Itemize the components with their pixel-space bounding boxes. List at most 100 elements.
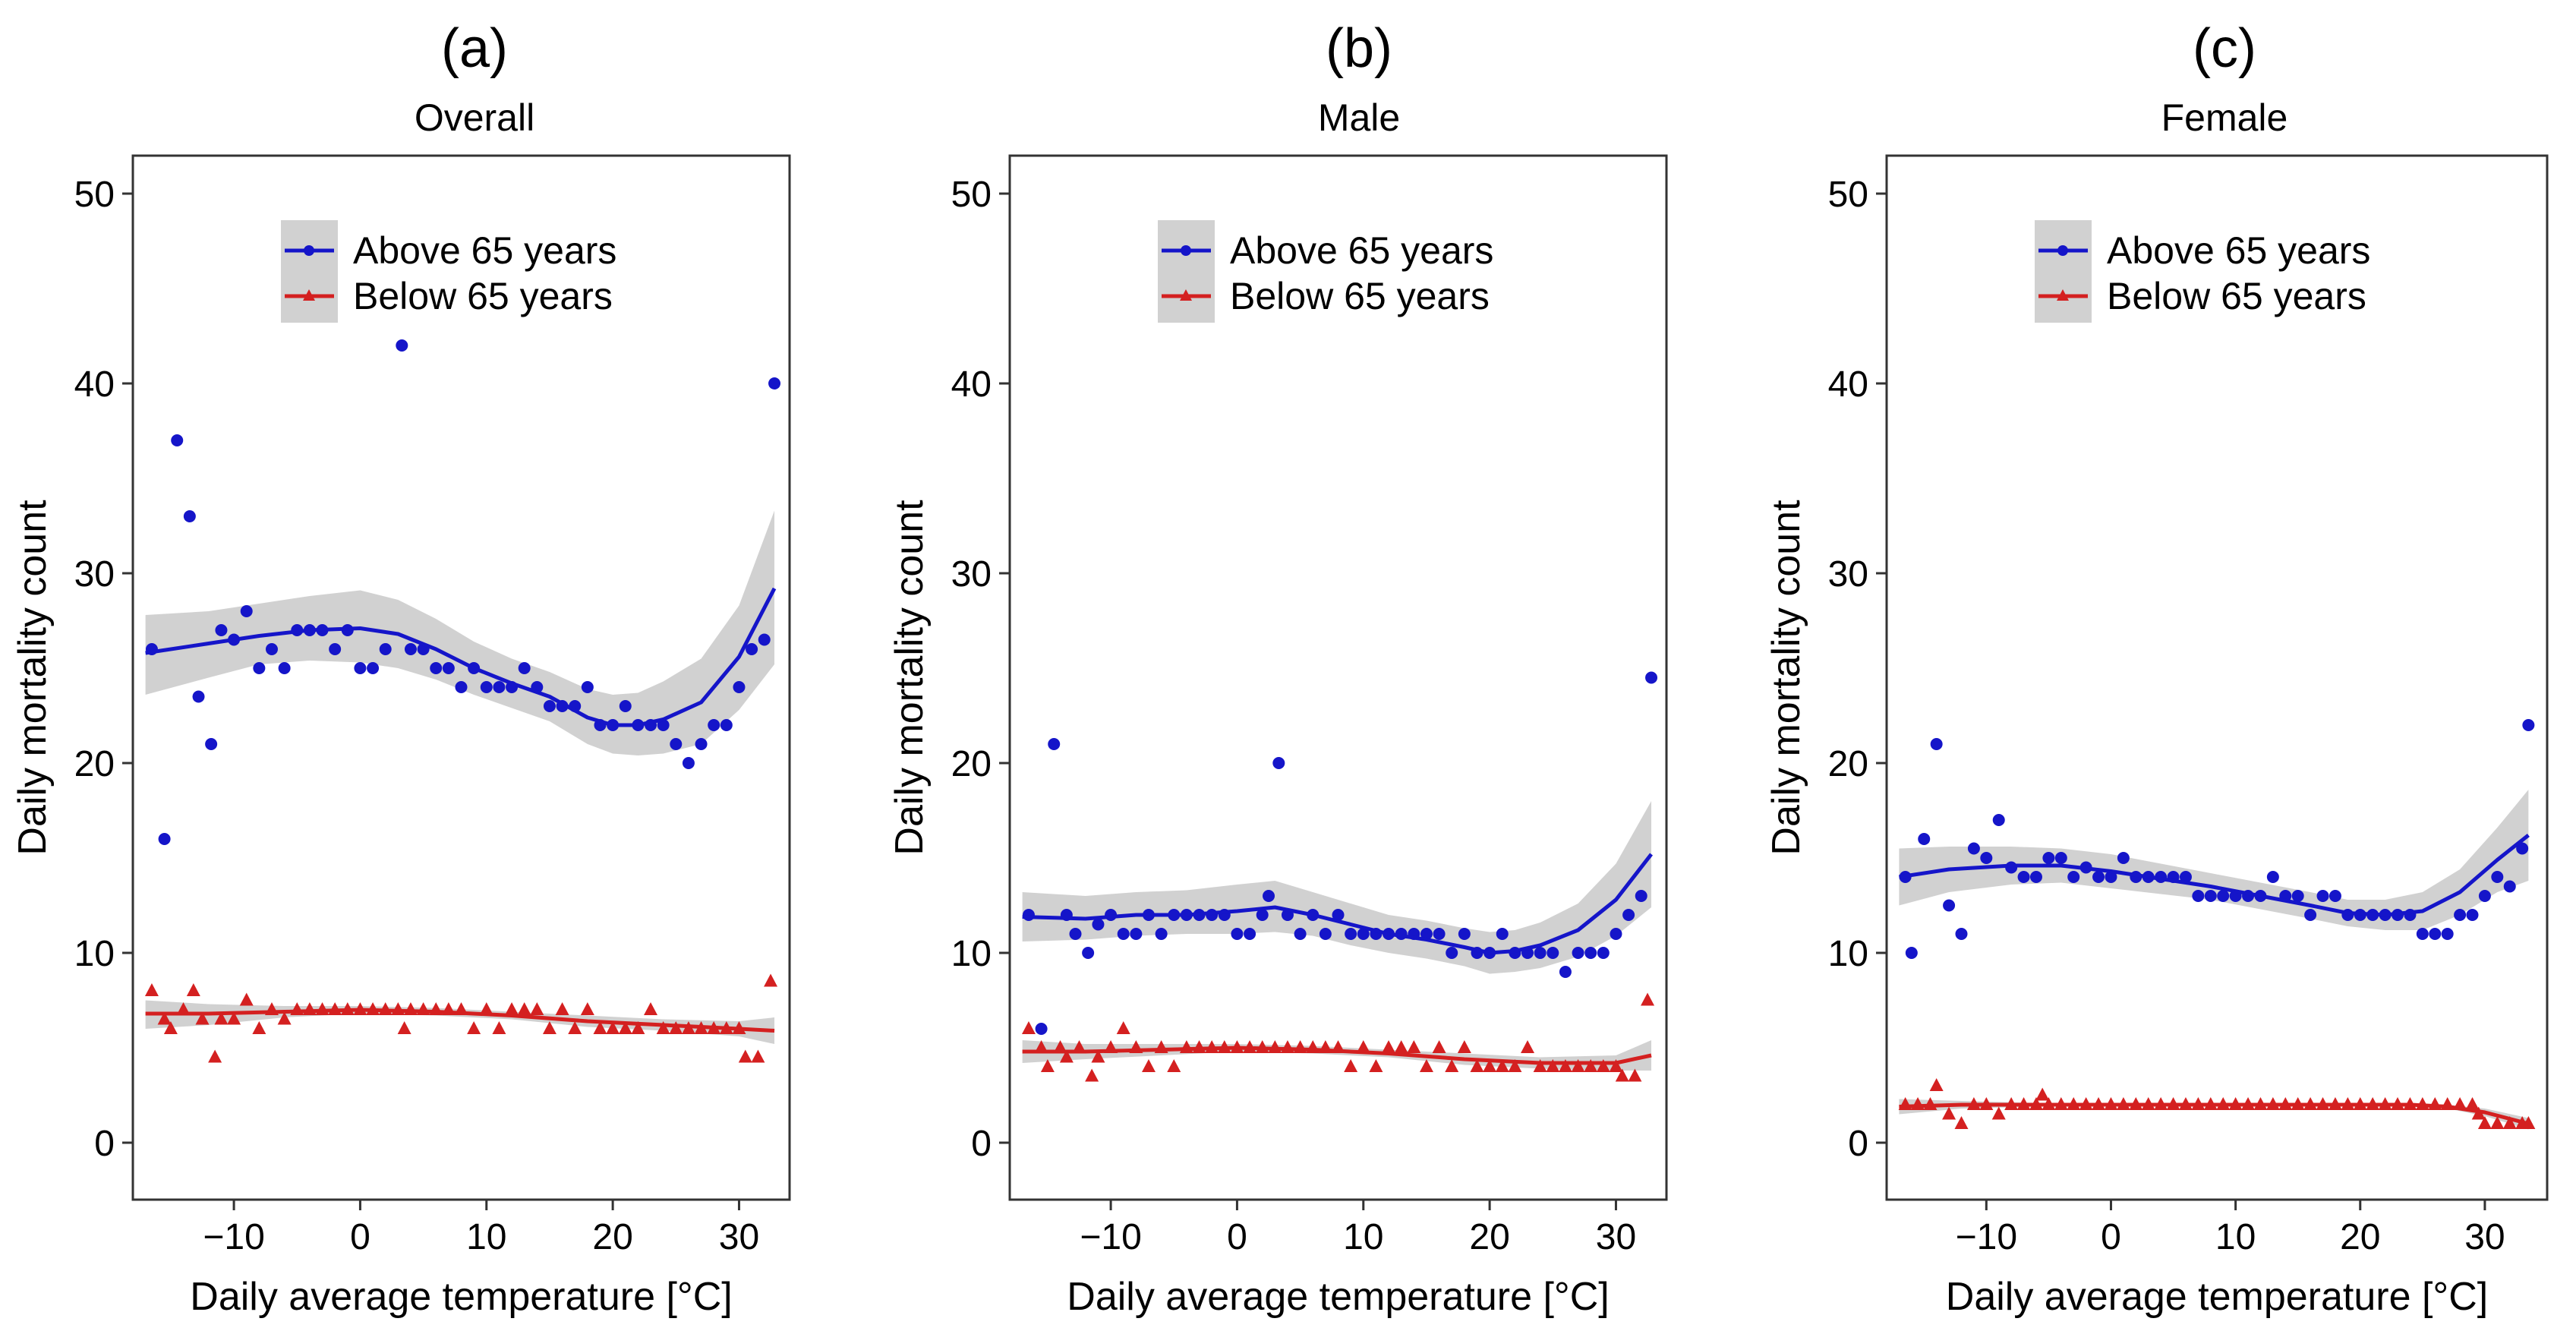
data-point <box>404 643 417 655</box>
x-tick-label: 0 <box>350 1217 370 1257</box>
data-point <box>1369 1059 1383 1072</box>
data-point <box>2429 928 2442 940</box>
x-tick-label: 10 <box>466 1217 506 1257</box>
x-tick-label: 20 <box>592 1217 632 1257</box>
data-point <box>1458 928 1471 940</box>
y-tick-label: 30 <box>74 554 115 595</box>
data-layer <box>1898 719 2536 1130</box>
x-axis-label: Daily average temperature [°C] <box>1946 1275 2488 1319</box>
data-point <box>1470 1059 1484 1072</box>
data-point <box>1069 928 1082 940</box>
y-tick-label: 40 <box>1828 364 1868 405</box>
data-point <box>2067 871 2080 883</box>
data-point <box>1457 1040 1471 1053</box>
y-tick-label: 10 <box>951 934 992 974</box>
data-point <box>543 700 556 712</box>
data-point <box>758 633 771 646</box>
fit-line <box>1899 1102 2530 1126</box>
x-tick-label: −10 <box>1080 1217 1141 1257</box>
data-point <box>1345 928 1357 940</box>
data-point <box>670 738 683 750</box>
data-point <box>1628 1068 1642 1082</box>
y-tick-label: 50 <box>74 175 115 215</box>
legend-marker-below <box>2057 289 2069 301</box>
data-point <box>1130 928 1143 940</box>
data-point <box>1022 909 1035 921</box>
data-point <box>2522 719 2535 731</box>
data-point <box>1572 947 1584 959</box>
data-point <box>1040 1059 1055 1072</box>
data-point <box>581 681 594 693</box>
series-above-65 <box>1899 719 2535 959</box>
y-tick-label: 30 <box>1828 554 1868 595</box>
data-point <box>606 1021 620 1034</box>
panel-label: (c) <box>2193 18 2256 79</box>
data-point <box>1622 909 1635 921</box>
data-point <box>1980 852 1993 864</box>
legend-marker-above <box>2057 245 2068 256</box>
data-point <box>265 643 278 655</box>
data-point <box>2192 890 2205 902</box>
data-point <box>329 643 342 655</box>
legend-label-above: Above 65 years <box>1230 229 1493 272</box>
legend-label-below: Below 65 years <box>353 275 613 317</box>
data-point <box>2054 852 2067 864</box>
y-tick-label: 10 <box>74 934 115 974</box>
data-point <box>1082 947 1095 959</box>
data-point <box>208 1049 222 1063</box>
data-point <box>1955 928 1968 940</box>
data-layer <box>144 339 781 1063</box>
data-point <box>252 1021 266 1034</box>
x-tick-label: 0 <box>2101 1217 2121 1257</box>
data-point <box>1356 1040 1370 1053</box>
data-point <box>1167 1059 1181 1072</box>
data-point <box>1546 1059 1560 1072</box>
legend-marker-above <box>1181 245 1191 256</box>
data-point <box>2217 890 2230 902</box>
data-point <box>2092 871 2105 883</box>
data-point <box>2042 852 2055 864</box>
legend-key-bg <box>1158 220 1215 323</box>
y-tick-label: 40 <box>951 364 992 405</box>
data-point <box>2017 871 2030 883</box>
panel-title: Male <box>1318 96 1400 139</box>
data-point <box>367 662 380 674</box>
panel-title: Overall <box>415 96 534 139</box>
data-point <box>2477 1116 2492 1129</box>
legend-label-below: Below 65 years <box>2107 275 2366 317</box>
x-tick-label: 20 <box>2340 1217 2380 1257</box>
data-point <box>1991 1106 2006 1120</box>
data-point <box>1641 992 1655 1006</box>
data-point <box>764 973 778 987</box>
data-point <box>593 1021 607 1034</box>
y-tick-label: 20 <box>1828 744 1868 784</box>
data-point <box>682 757 695 769</box>
data-point <box>2029 871 2042 883</box>
x-tick-label: 10 <box>1343 1217 1383 1257</box>
data-point <box>479 1002 493 1015</box>
x-axis-label: Daily average temperature [°C] <box>1067 1275 1609 1319</box>
data-point <box>1092 918 1105 931</box>
data-point <box>2266 871 2279 883</box>
data-layer <box>1021 671 1658 1082</box>
data-point <box>1547 947 1559 959</box>
data-point <box>1584 947 1597 959</box>
data-point <box>2316 890 2329 902</box>
data-point <box>746 643 758 655</box>
data-point <box>1432 1040 1446 1053</box>
data-point <box>530 1002 544 1015</box>
y-tick-label: 0 <box>971 1124 992 1164</box>
data-point <box>1929 1078 1944 1091</box>
data-point <box>580 1002 594 1015</box>
data-point <box>1967 842 1980 855</box>
data-point <box>1382 1040 1396 1053</box>
data-point <box>1635 890 1647 902</box>
data-point <box>518 662 531 674</box>
x-tick-label: 10 <box>2215 1217 2256 1257</box>
data-point <box>2204 890 2217 902</box>
y-axis-label: Daily mortality count <box>11 500 55 856</box>
data-point <box>227 1011 241 1025</box>
data-point <box>695 738 708 750</box>
fit-line <box>145 1008 775 1033</box>
